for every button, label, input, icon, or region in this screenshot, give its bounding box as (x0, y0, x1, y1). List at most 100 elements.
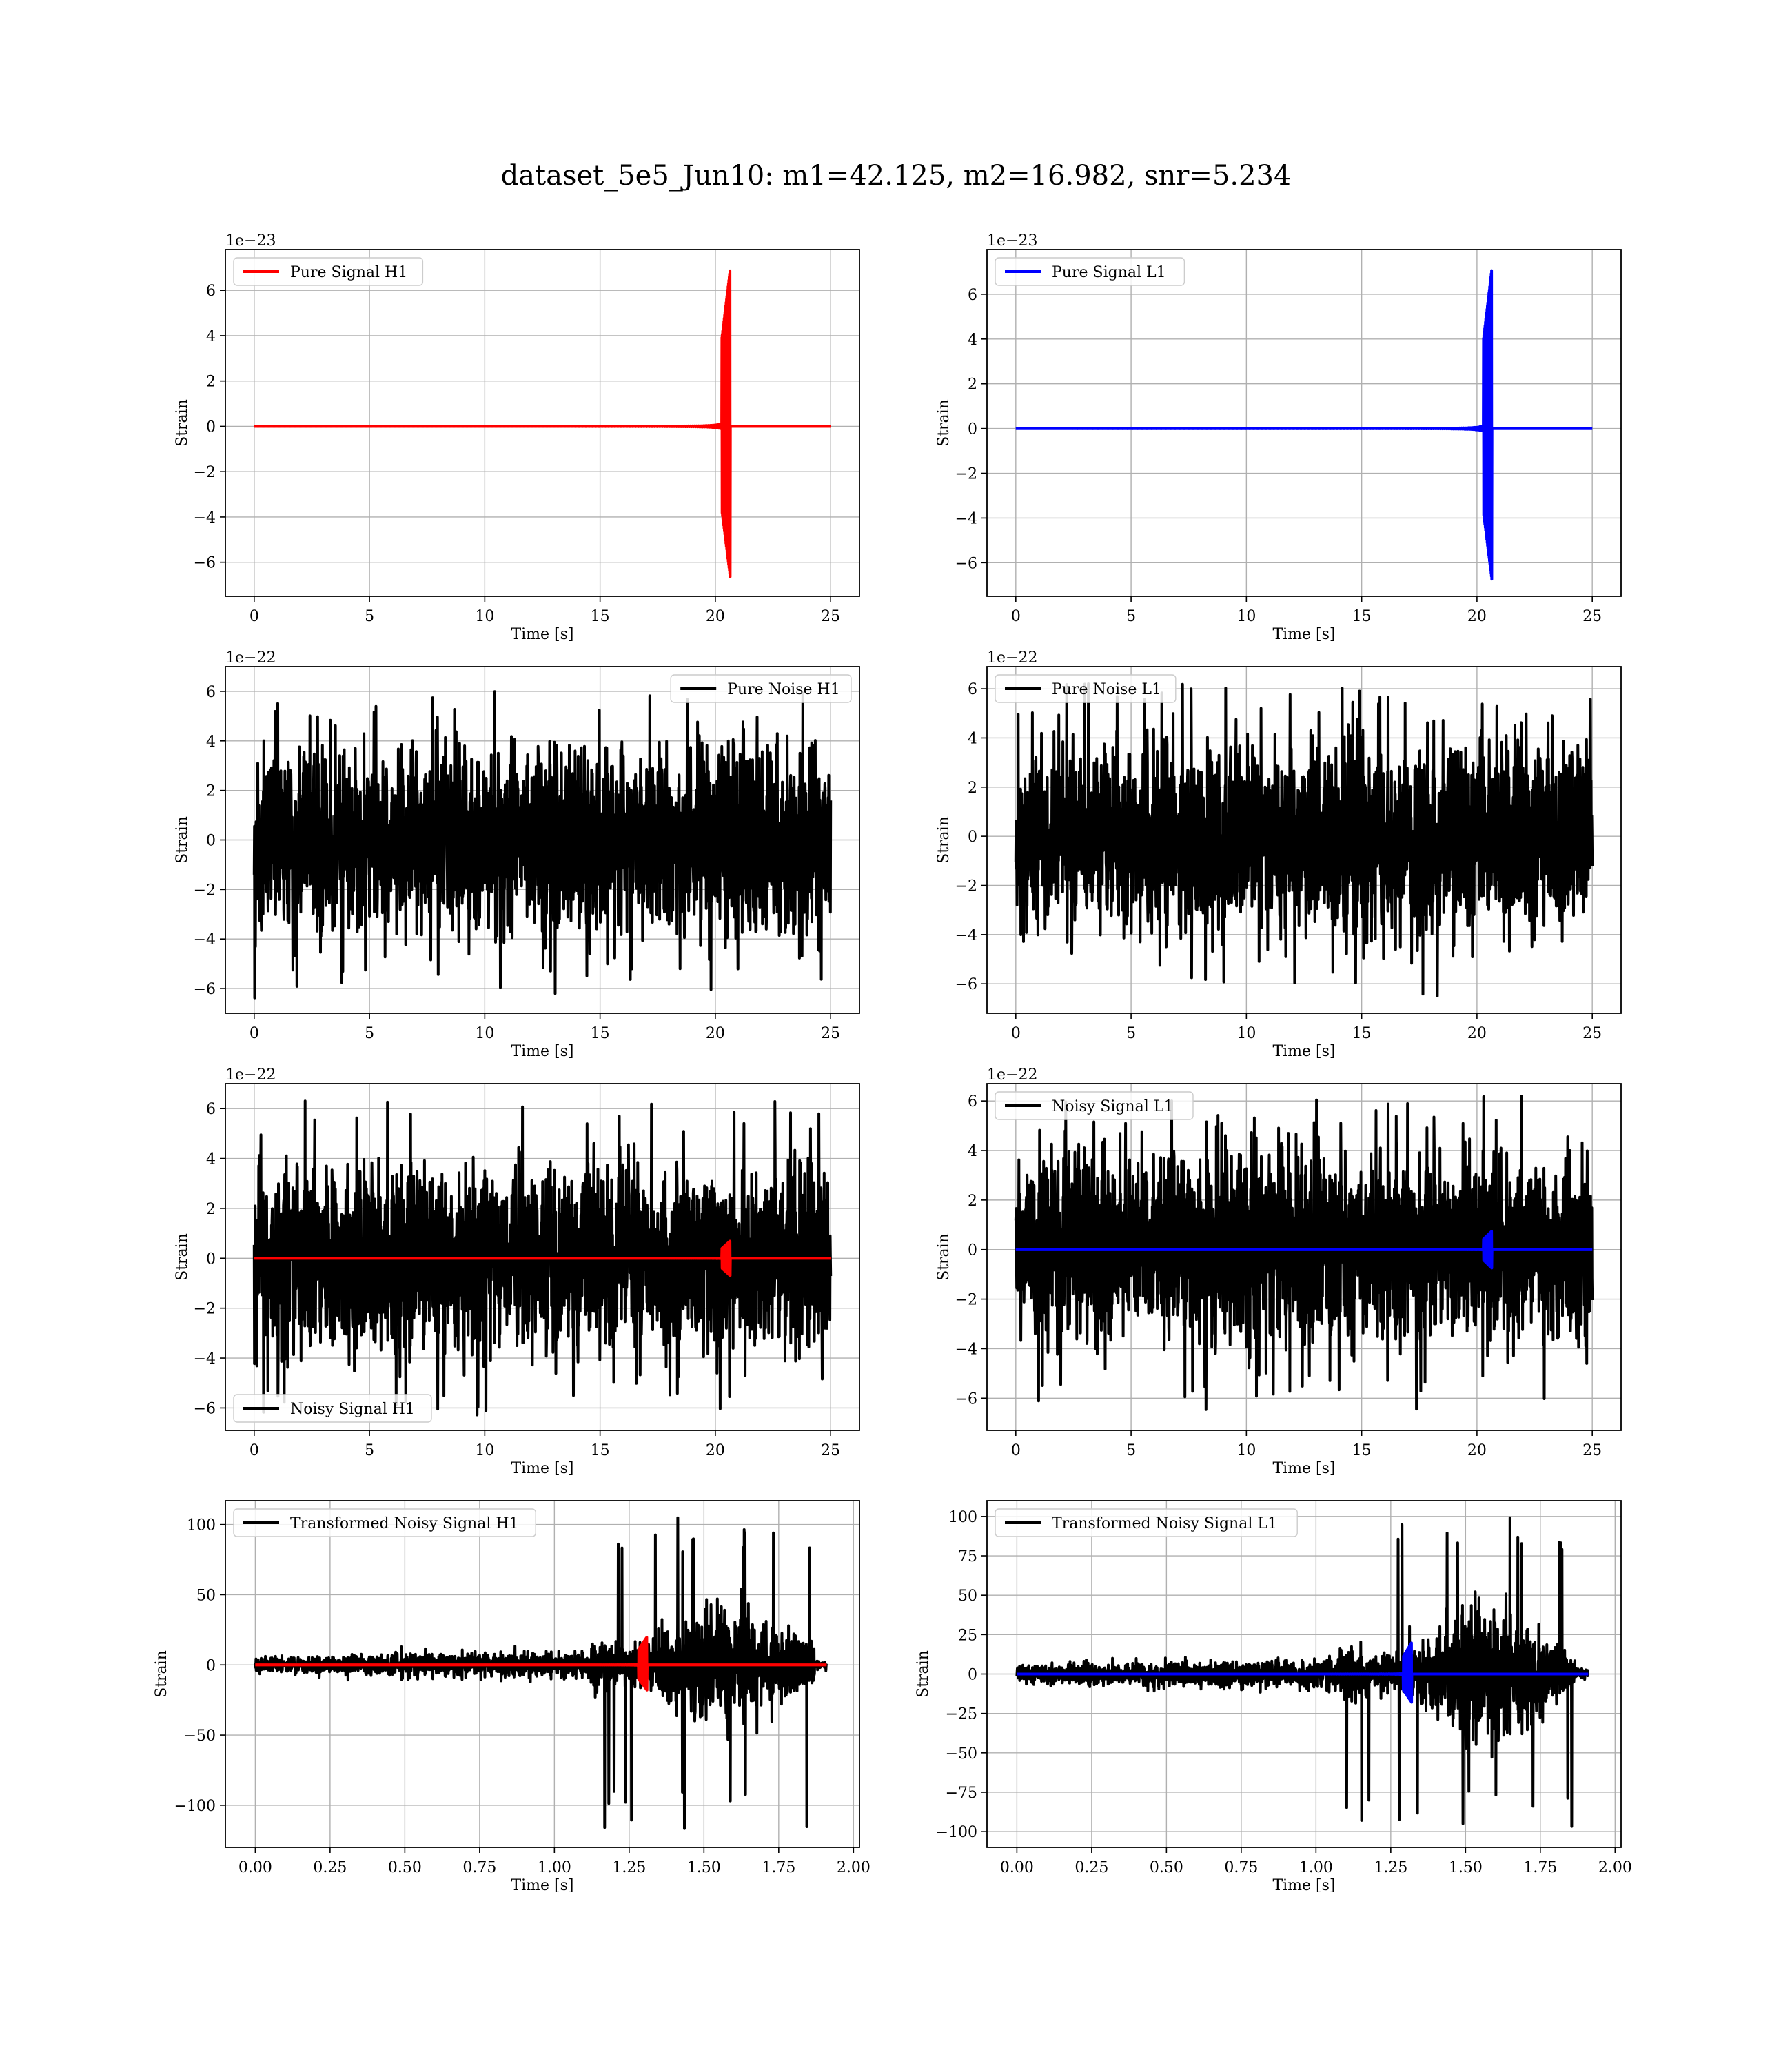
x-tick-label: 10 (1236, 608, 1256, 625)
y-tick-label: 75 (958, 1548, 977, 1565)
legend: Pure Noise H1 (670, 674, 852, 703)
legend: Pure Signal H1 (233, 257, 424, 286)
legend-label: Transformed Noisy Signal H1 (290, 1515, 519, 1532)
y-tick-label: 50 (196, 1587, 216, 1604)
y-tick-label: −4 (955, 510, 977, 527)
x-tick-label: 15 (1352, 608, 1372, 625)
panel-noisy-signal-h1: 0 5 10 15 20 25 −6 −4 −2 0 2 4 6 Time [s] Strain 1e−22 N… (174, 1066, 860, 1477)
panel-pure-signal-h1: 0 5 10 15 20 25 −6 −4 −2 0 2 4 6 Time [s] Strain 1e−23 P… (174, 232, 860, 643)
y-tick-label: 2 (968, 376, 977, 394)
x-tick-label: 0.00 (238, 1859, 272, 1876)
plot-area (1014, 1095, 1594, 1411)
y-tick-label: 100 (948, 1509, 977, 1526)
x-tick-label: 5 (365, 1442, 374, 1459)
legend: Pure Noise L1 (995, 674, 1177, 703)
y-tick-label: −4 (194, 931, 216, 949)
y-tick-label: −75 (946, 1785, 977, 1802)
y-tick-label: 4 (206, 1151, 216, 1168)
x-tick-label: 25 (821, 1025, 840, 1042)
axes-frame (986, 1083, 1622, 1431)
y-tick-label: −4 (194, 1350, 216, 1368)
y-tick-label: 100 (187, 1517, 216, 1534)
legend-label: Transformed Noisy Signal L1 (1052, 1515, 1277, 1532)
y-tick-label: −4 (194, 509, 216, 527)
y-tick-label: 0 (968, 829, 977, 846)
axes-frame (225, 249, 860, 597)
series-line (1014, 682, 1594, 997)
legend-box (233, 257, 424, 286)
y-tick-label: 2 (968, 780, 977, 797)
x-tick-label: 25 (1582, 1442, 1602, 1459)
x-tick-label: 25 (1582, 1025, 1602, 1042)
y-tick-label: −6 (955, 1390, 977, 1408)
y-tick-label: −2 (955, 466, 977, 483)
x-tick-label: 25 (821, 1442, 840, 1459)
plot-area (253, 269, 832, 578)
x-tick-label: 15 (591, 1442, 610, 1459)
x-tick-label: 1.25 (612, 1859, 646, 1876)
x-axis-label: Time [s] (511, 1460, 573, 1477)
y-tick-label: 0 (206, 1250, 216, 1268)
x-axis-label: Time [s] (1272, 1460, 1335, 1477)
x-tick-label: 10 (475, 1442, 494, 1459)
y-tick-label: 25 (958, 1627, 977, 1644)
y-tick-label: 0 (968, 1242, 977, 1259)
plot-area (252, 1099, 833, 1417)
x-tick-label: 1.75 (1523, 1859, 1557, 1876)
y-tick-label: 2 (206, 374, 216, 391)
x-tick-label: 0.75 (462, 1859, 496, 1876)
x-tick-label: 15 (591, 608, 610, 625)
y-tick-label: 0 (968, 1667, 977, 1684)
x-tick-label: 0.00 (1000, 1859, 1034, 1876)
x-tick-label: 15 (1352, 1025, 1372, 1042)
y-tick-label: −4 (955, 1341, 977, 1358)
legend-label: Noisy Signal L1 (1052, 1098, 1173, 1115)
x-axis-label: Time [s] (1272, 626, 1335, 643)
x-tick-label: 20 (706, 608, 725, 625)
y-tick-label: 2 (206, 1201, 216, 1218)
x-tick-label: 0 (1011, 1442, 1021, 1459)
x-axis-label: Time [s] (1272, 1043, 1335, 1060)
y-tick-label: −6 (194, 555, 216, 572)
panel-pure-noise-h1: 0 5 10 15 20 25 −6 −4 −2 0 2 4 6 Time [s] Strain 1e−22 P… (174, 649, 860, 1060)
y-tick-label: 0 (968, 421, 977, 438)
offset-text: 1e−22 (987, 1066, 1037, 1084)
y-tick-label: 0 (206, 1657, 216, 1674)
x-tick-label: 5 (1126, 608, 1136, 625)
x-tick-label: 0 (1011, 1025, 1021, 1042)
panel-noisy-signal-l1: 0 5 10 15 20 25 −6 −4 −2 0 2 4 6 Time [s] Strain 1e−22 N… (935, 1066, 1622, 1477)
y-tick-label: 6 (206, 684, 216, 701)
y-axis-label: Strain (935, 399, 953, 447)
x-tick-label: 0.25 (1075, 1859, 1108, 1876)
y-tick-label: 4 (968, 332, 977, 349)
y-tick-label: 4 (206, 328, 216, 345)
y-tick-label: 4 (968, 1143, 977, 1160)
x-tick-label: 1.00 (1299, 1859, 1333, 1876)
x-tick-label: 10 (475, 1025, 494, 1042)
y-tick-label: 0 (206, 833, 216, 850)
y-axis-label: Strain (915, 1650, 932, 1698)
x-tick-label: 5 (365, 1025, 374, 1042)
legend-box (995, 257, 1185, 286)
y-tick-label: −100 (174, 1798, 216, 1815)
y-tick-label: 4 (968, 730, 977, 747)
plot-area (1015, 1516, 1590, 1828)
y-tick-label: 50 (958, 1588, 977, 1605)
plot-area (254, 1516, 828, 1830)
y-axis-label: Strain (174, 399, 191, 447)
x-tick-label: 20 (1467, 1025, 1487, 1042)
x-tick-label: 20 (1467, 1442, 1487, 1459)
offset-text: 1e−22 (225, 649, 276, 667)
panel-pure-noise-l1: 0 5 10 15 20 25 −6 −4 −2 0 2 4 6 Time [s] Strain 1e−22 P… (935, 649, 1622, 1060)
y-tick-label: −25 (946, 1706, 977, 1723)
x-tick-label: 0.50 (388, 1859, 422, 1876)
y-tick-label: −6 (955, 555, 977, 572)
axes-frame (225, 1500, 860, 1848)
x-tick-label: 0 (250, 1442, 259, 1459)
x-tick-label: 0.75 (1224, 1859, 1258, 1876)
legend: Pure Signal L1 (995, 257, 1185, 286)
x-axis-label: Time [s] (511, 1043, 573, 1060)
x-tick-label: 1.25 (1374, 1859, 1407, 1876)
x-tick-label: 0 (1011, 608, 1021, 625)
